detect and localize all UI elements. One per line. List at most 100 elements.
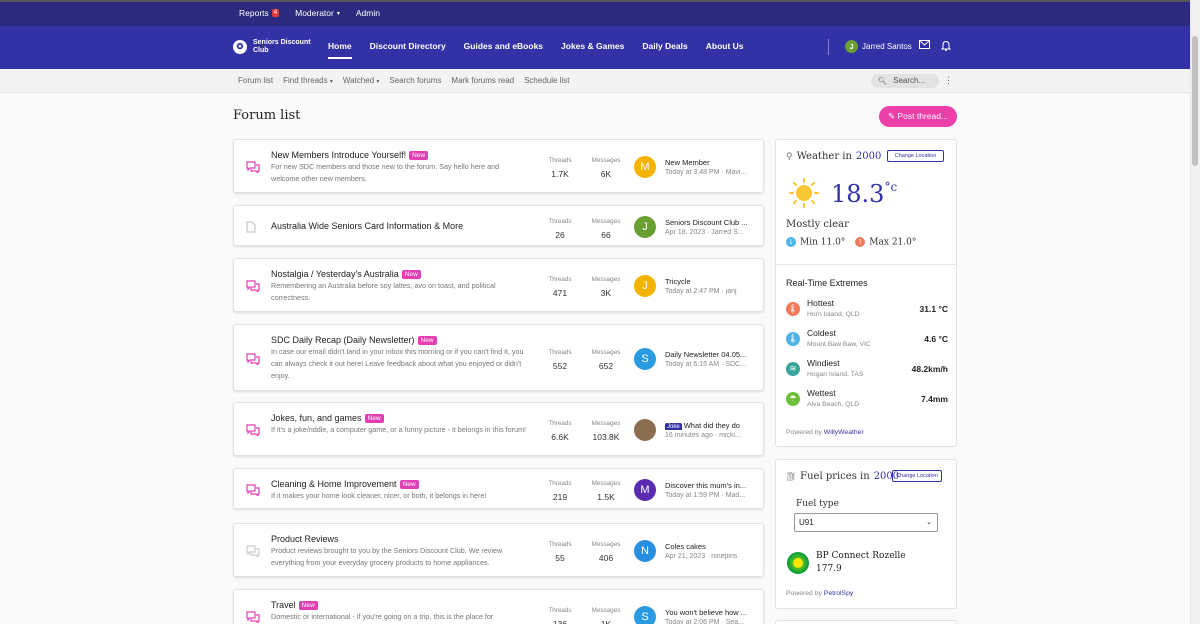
forum-title-link[interactable]: Nostalgia / Yesterday's Australia: [271, 269, 399, 279]
fuel-widget: ⛽︎ Fuel prices in 2000 Change Location F…: [775, 459, 957, 609]
last-post-title-text: Tricycle: [665, 277, 691, 286]
last-post-title[interactable]: Seniors Discount Club ...: [665, 218, 755, 227]
pencil-icon: ✎: [887, 111, 896, 121]
petrolspy-link[interactable]: PetrolSpy: [823, 590, 854, 597]
forum-title-link[interactable]: Product Reviews: [271, 534, 339, 544]
fuel-type-select[interactable]: U91 ⌄: [794, 513, 938, 532]
subnav-mark-forums-read[interactable]: Mark forums read: [451, 76, 515, 85]
messages-count: 66: [601, 229, 611, 240]
last-post-title[interactable]: New Member: [665, 158, 755, 167]
forum-node[interactable]: Travel New Domestic or international - i…: [233, 589, 764, 624]
forum-description: If it's a joke/riddle, a computer game, …: [271, 425, 527, 434]
messages-label: Messages: [591, 217, 621, 225]
threads-count: 136: [552, 619, 568, 624]
page-title: Forum list: [233, 108, 301, 123]
reports-link[interactable]: Reports 4: [239, 8, 280, 18]
willyweather-link[interactable]: WillyWeather: [823, 429, 864, 436]
more-options-icon[interactable]: ⋮: [944, 75, 953, 85]
moderator-menu[interactable]: Moderator ▾: [295, 8, 340, 18]
main-nav: ✪ Seniors Discount Club Home Discount Di…: [0, 26, 1200, 69]
nav-about-us[interactable]: About Us: [705, 41, 744, 51]
nav-discount-directory[interactable]: Discount Directory: [369, 41, 446, 51]
last-poster-avatar[interactable]: M: [634, 156, 656, 178]
nav-home[interactable]: Home: [328, 41, 352, 59]
forum-title-link[interactable]: Cleaning & Home Improvement: [271, 479, 397, 489]
last-post-title-text: New Member: [665, 158, 710, 167]
site-logo[interactable]: ✪ Seniors Discount Club: [233, 39, 315, 55]
messages-stat: Messages 652: [586, 349, 626, 371]
last-poster-avatar[interactable]: J: [634, 275, 656, 297]
forum-chat-icon: [246, 611, 260, 624]
last-post-title[interactable]: Coles cakes: [665, 542, 755, 551]
forum-node[interactable]: Nostalgia / Yesterday's Australia New Re…: [233, 258, 764, 312]
last-poster-avatar[interactable]: J: [634, 215, 656, 238]
nav-daily-deals[interactable]: Daily Deals: [642, 41, 688, 51]
last-post-title[interactable]: You won't believe how ...: [665, 608, 755, 617]
admin-link[interactable]: Admin: [356, 8, 380, 18]
last-post-meta: 16 minutes ago · micki...: [665, 432, 741, 439]
forum-title-link[interactable]: SDC Daily Recap (Daily Newsletter): [271, 335, 415, 345]
last-post-title[interactable]: Discover this mum's in...: [665, 481, 755, 490]
last-post-title[interactable]: Daily Newsletter 04.05...: [665, 350, 755, 359]
last-poster-avatar[interactable]: N: [634, 540, 656, 562]
forum-title-link[interactable]: New Members Introduce Yourself!: [271, 150, 407, 160]
forum-chat-icon: [246, 280, 260, 294]
extreme-location: Hogan Island, TAS: [807, 371, 864, 378]
messages-count: 652: [598, 360, 614, 371]
last-post-title[interactable]: Joke What did they do: [665, 421, 755, 430]
threads-count: 6.6K: [551, 432, 569, 442]
subnav-forum-list[interactable]: Forum list: [238, 76, 274, 85]
forum-title-row: Jokes, fun, and games New: [271, 413, 384, 423]
threads-label: Threads: [548, 420, 572, 427]
last-post-title[interactable]: Tricycle: [665, 277, 755, 286]
temperature: 18.3°c: [831, 180, 897, 208]
threads-count: 55: [555, 553, 565, 563]
forum-node[interactable]: SDC Daily Recap (Daily Newsletter) New I…: [233, 324, 764, 391]
forum-title-link[interactable]: Jokes, fun, and games: [271, 413, 362, 423]
find-threads-label: Find threads: [283, 76, 328, 85]
scrollbar-track[interactable]: [1190, 0, 1200, 624]
messages-stat: Messages 406: [586, 541, 626, 563]
extreme-name: Windiest: [807, 358, 840, 368]
last-poster-avatar[interactable]: [634, 419, 656, 441]
messages-stat: Messages 3K: [586, 276, 626, 298]
extreme-row: ☂ Wettest Alva Beach, QLD 7.4mm: [786, 388, 948, 412]
bell-icon[interactable]: [940, 40, 952, 52]
subnav-schedule-list[interactable]: Schedule list: [524, 76, 570, 85]
fuel-change-location-button[interactable]: Change Location: [892, 470, 942, 482]
forum-node[interactable]: Australia Wide Seniors Card Information …: [233, 205, 764, 246]
temperature-unit: °c: [884, 180, 898, 194]
forum-node[interactable]: Jokes, fun, and games New If it's a joke…: [233, 402, 764, 456]
subnav-watched[interactable]: Watched ▾: [343, 76, 380, 85]
messages-label: Messages: [591, 420, 621, 427]
last-poster-avatar[interactable]: S: [634, 606, 656, 624]
sun-icon: [789, 178, 819, 208]
nav-guides-ebooks[interactable]: Guides and eBooks: [463, 41, 544, 51]
last-post-title-text: Daily Newsletter 04.05...: [665, 349, 747, 359]
nav-jokes-games[interactable]: Jokes & Games: [561, 41, 625, 51]
subnav-find-threads[interactable]: Find threads ▾: [283, 76, 333, 85]
extreme-value: 48.2km/h: [911, 364, 948, 374]
forum-title-row: Cleaning & Home Improvement New: [271, 479, 419, 489]
post-thread-button[interactable]: ✎ Post thread...: [879, 106, 957, 127]
forum-node[interactable]: Product Reviews Product reviews brought …: [233, 523, 764, 577]
wettest-icon: ☂: [786, 392, 800, 406]
search-icon: 🔍︎: [878, 78, 887, 85]
envelope-icon[interactable]: [918, 40, 930, 52]
forum-title-link[interactable]: Travel: [271, 600, 296, 610]
last-poster-avatar[interactable]: S: [634, 347, 656, 370]
forum-title-link[interactable]: Australia Wide Seniors Card Information …: [271, 220, 464, 231]
subnav-search-forums[interactable]: Search forums: [389, 76, 442, 85]
search-input[interactable]: 🔍︎ Search...: [871, 74, 939, 88]
user-menu[interactable]: J Jarred Santos: [845, 40, 912, 53]
change-location-button[interactable]: Change Location: [887, 150, 944, 162]
messages-stat: Messages 1.5K: [586, 480, 626, 502]
last-post-meta: Today at 2:47 PM · janj: [665, 288, 737, 295]
fuel-powered-by: Powered by PetrolSpy: [786, 590, 853, 597]
forum-node[interactable]: New Members Introduce Yourself! New For …: [233, 139, 764, 193]
scrollbar-thumb[interactable]: [1192, 36, 1198, 166]
threads-count: 471: [552, 288, 568, 298]
extreme-value: 4.6 °C: [924, 334, 948, 344]
last-poster-avatar[interactable]: M: [634, 478, 656, 501]
forum-node[interactable]: Cleaning & Home Improvement New If it ma…: [233, 468, 764, 509]
